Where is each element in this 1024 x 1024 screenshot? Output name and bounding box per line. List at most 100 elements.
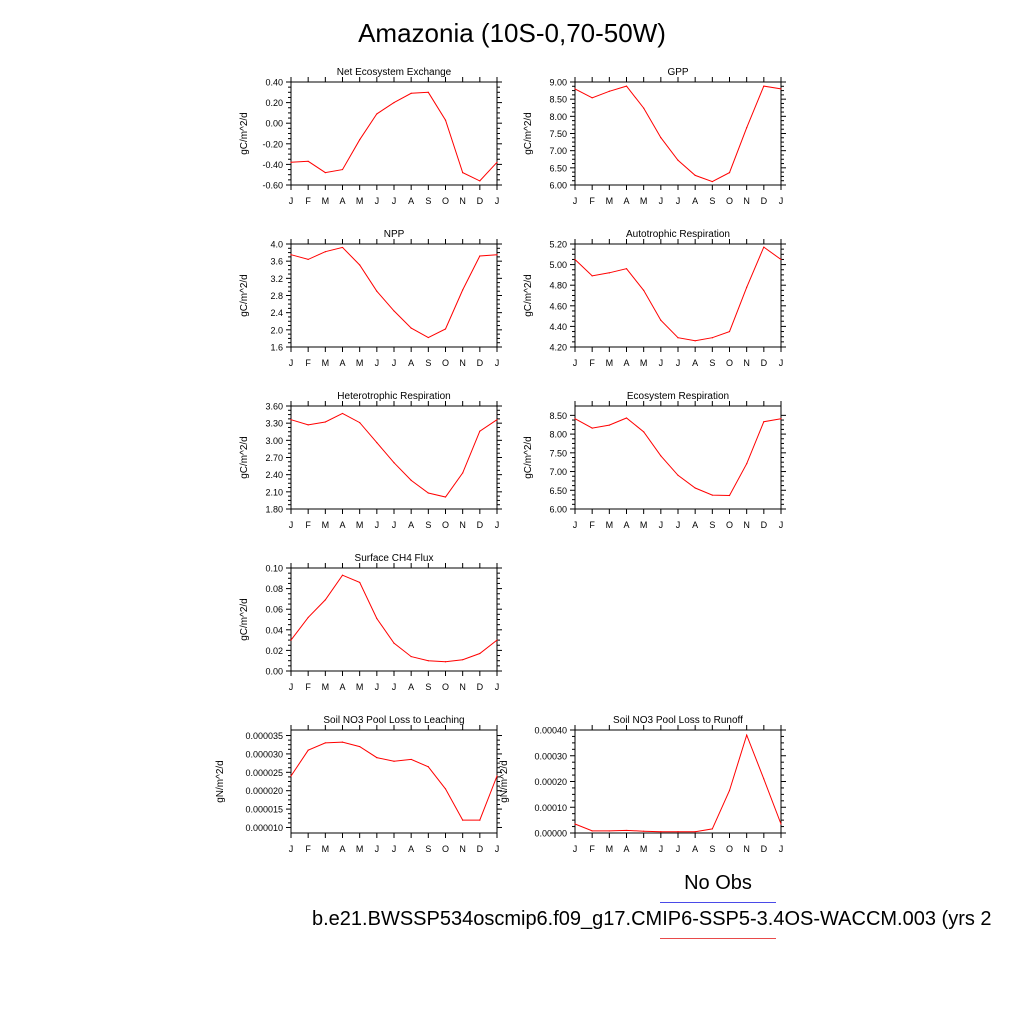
data-point: [479, 180, 481, 182]
y-tick-label: -0.20: [262, 139, 283, 149]
y-tick-label: 3.60: [265, 402, 283, 412]
data-point: [462, 472, 464, 474]
x-tick-label: F: [589, 844, 595, 854]
data-point: [324, 599, 326, 601]
y-axis-label: gC/m^2/d: [239, 598, 250, 641]
data-point: [694, 340, 696, 342]
data-point: [324, 251, 326, 253]
x-tick-label: J: [392, 682, 397, 692]
data-point: [591, 97, 593, 99]
data-point: [608, 830, 610, 832]
x-tick-label: F: [305, 844, 311, 854]
data-point: [444, 496, 447, 498]
y-tick-label: 0.000020: [245, 786, 283, 796]
x-tick-label: N: [743, 358, 750, 368]
x-tick-label: J: [779, 358, 784, 368]
data-point: [694, 831, 696, 833]
x-tick-label: D: [477, 196, 484, 206]
x-tick-label: N: [743, 520, 750, 530]
data-point: [290, 775, 292, 777]
x-tick-label: D: [761, 196, 768, 206]
x-tick-label: M: [356, 358, 364, 368]
x-tick-label: J: [659, 844, 664, 854]
plot-frame: [574, 729, 782, 834]
x-tick-label: F: [589, 196, 595, 206]
y-axis-label: gC/m^2/d: [239, 274, 250, 317]
data-point: [625, 829, 628, 832]
data-point: [496, 775, 498, 777]
data-point: [763, 778, 765, 780]
x-tick-label: J: [495, 520, 500, 530]
data-point: [728, 789, 731, 792]
y-tick-label: 6.00: [549, 181, 567, 191]
data-point: [574, 823, 576, 825]
x-tick-label: D: [761, 358, 768, 368]
data-point: [427, 91, 429, 93]
data-point: [643, 107, 645, 109]
data-point: [763, 246, 765, 248]
data-point: [290, 419, 292, 421]
x-tick-label: N: [743, 196, 750, 206]
data-point: [376, 617, 378, 620]
plot-frame: [290, 81, 498, 186]
y-tick-label: 0.00040: [534, 726, 567, 736]
data-point: [643, 289, 645, 291]
x-tick-label: O: [726, 844, 733, 854]
y-tick-label: 1.80: [265, 505, 283, 515]
y-tick-label: 0.000025: [245, 768, 283, 778]
x-tick-label: D: [477, 682, 484, 692]
data-point: [643, 431, 645, 433]
x-tick-label: A: [408, 358, 414, 368]
x-tick-label: J: [676, 358, 681, 368]
x-tick-label: M: [322, 520, 330, 530]
plot-frame: [574, 81, 782, 186]
data-point: [711, 337, 713, 339]
data-point: [608, 272, 610, 274]
y-tick-label: 0.000035: [245, 731, 283, 741]
y-tick-label: 2.0: [270, 325, 283, 335]
data-point: [444, 328, 447, 330]
data-point: [444, 119, 447, 121]
x-tick-label: A: [623, 844, 629, 854]
data-point: [496, 419, 498, 421]
x-tick-label: S: [425, 196, 431, 206]
y-tick-label: 0.04: [265, 625, 283, 635]
data-point: [574, 88, 576, 90]
y-axis-label: gN/m^2/d: [215, 760, 226, 803]
data-point: [694, 487, 696, 489]
y-tick-label: 3.30: [265, 419, 283, 429]
x-tick-label: A: [408, 196, 414, 206]
y-tick-label: -0.60: [262, 181, 283, 191]
y-tick-label: 4.40: [549, 322, 567, 332]
data-point: [359, 264, 361, 266]
y-tick-label: 7.50: [549, 448, 567, 458]
data-point: [711, 180, 713, 183]
panel-title: Heterotrophic Respiration: [337, 391, 450, 402]
data-point: [359, 421, 361, 424]
y-tick-label: 4.60: [549, 301, 567, 311]
x-tick-label: A: [623, 196, 629, 206]
series-line: [574, 733, 782, 833]
y-tick-label: 0.00010: [534, 803, 567, 813]
x-tick-label: M: [356, 682, 364, 692]
plot-frame: [290, 729, 498, 834]
data-point: [677, 337, 679, 339]
data-point: [376, 442, 378, 444]
data-point: [290, 254, 292, 256]
x-tick-label: J: [392, 520, 397, 530]
series-line: [574, 417, 782, 497]
x-tick-label: J: [289, 682, 294, 692]
x-tick-label: M: [322, 196, 330, 206]
panel-title: NPP: [384, 229, 405, 240]
data-point: [324, 421, 326, 423]
series-line: [290, 574, 498, 663]
y-tick-label: 3.2: [270, 274, 283, 284]
y-axis-label: gC/m^2/d: [523, 436, 534, 479]
y-tick-label: 0.02: [265, 646, 283, 656]
data-point: [307, 160, 309, 162]
panel-title: Surface CH4 Flux: [355, 553, 434, 564]
data-point: [591, 427, 593, 429]
x-tick-label: J: [289, 520, 294, 530]
